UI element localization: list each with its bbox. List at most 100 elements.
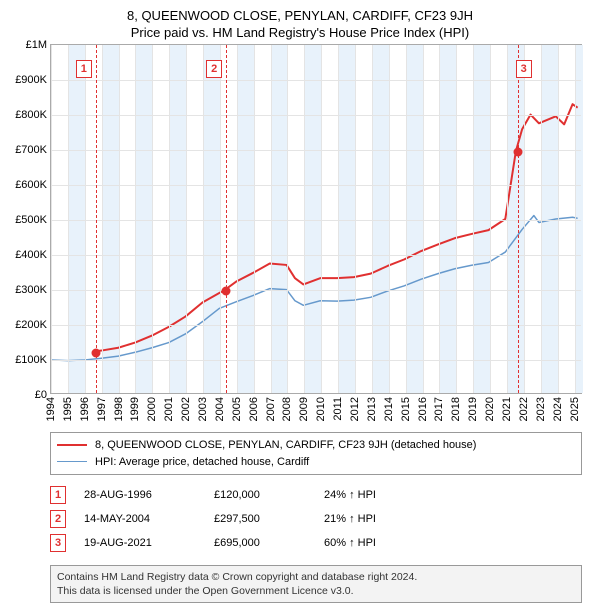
- event-row-number: 3: [50, 534, 66, 552]
- xtick-label: 2015: [400, 397, 412, 421]
- gridline-h: [51, 360, 581, 361]
- series-hpi: [51, 216, 578, 361]
- event-row-delta: 24% ↑ HPI: [324, 489, 376, 501]
- xtick-label: 2020: [484, 397, 496, 421]
- xtick-label: 2001: [163, 397, 175, 421]
- event-row-number: 2: [50, 510, 66, 528]
- chart-container: 8, QUEENWOOD CLOSE, PENYLAN, CARDIFF, CF…: [0, 0, 600, 603]
- gridline-v: [169, 45, 170, 393]
- event-row: 1 28-AUG-1996£120,00024% ↑ HPI: [50, 483, 582, 507]
- gridline-v: [271, 45, 272, 393]
- xtick-label: 1998: [113, 397, 125, 421]
- event-row-delta: 60% ↑ HPI: [324, 537, 376, 549]
- event-line: [226, 45, 227, 393]
- legend-label: HPI: Average price, detached house, Card…: [95, 454, 309, 471]
- event-row-date: 19-AUG-2021: [84, 537, 214, 549]
- footer-box: Contains HM Land Registry data © Crown c…: [50, 565, 582, 603]
- xtick-label: 2016: [417, 397, 429, 421]
- gridline-v: [254, 45, 255, 393]
- gridline-v: [321, 45, 322, 393]
- gridline-v: [220, 45, 221, 393]
- xtick-label: 2012: [349, 397, 361, 421]
- ytick-label: £1M: [26, 39, 47, 51]
- event-marker-box: 2: [206, 60, 222, 78]
- xtick-label: 2004: [214, 397, 226, 421]
- legend-swatch: [57, 461, 87, 462]
- gridline-v: [473, 45, 474, 393]
- ytick-label: £500K: [15, 214, 47, 226]
- chart-subtitle: Price paid vs. HM Land Registry's House …: [0, 23, 600, 44]
- gridline-v: [85, 45, 86, 393]
- gridline-v: [423, 45, 424, 393]
- gridline-v: [287, 45, 288, 393]
- footer-line2: This data is licensed under the Open Gov…: [57, 584, 575, 598]
- legend-label: 8, QUEENWOOD CLOSE, PENYLAN, CARDIFF, CF…: [95, 437, 476, 454]
- ytick-label: £400K: [15, 249, 47, 261]
- events-table: 1 28-AUG-1996£120,00024% ↑ HPI 2 14-MAY-200…: [50, 483, 582, 555]
- xtick-label: 2009: [298, 397, 310, 421]
- gridline-v: [575, 45, 576, 393]
- event-dot: [91, 349, 100, 358]
- event-row-date: 28-AUG-1996: [84, 489, 214, 501]
- event-row-price: £297,500: [214, 513, 324, 525]
- gridline-v: [389, 45, 390, 393]
- event-row-number: 1: [50, 486, 66, 504]
- xtick-label: 2010: [315, 397, 327, 421]
- gridline-h: [51, 150, 581, 151]
- xtick-label: 1997: [96, 397, 108, 421]
- gridline-v: [507, 45, 508, 393]
- gridline-v: [338, 45, 339, 393]
- event-line: [518, 45, 519, 393]
- gridline-h: [51, 325, 581, 326]
- legend-row: HPI: Average price, detached house, Card…: [57, 454, 575, 471]
- gridline-v: [372, 45, 373, 393]
- xtick-label: 2002: [180, 397, 192, 421]
- gridline-v: [203, 45, 204, 393]
- legend-swatch: [57, 444, 87, 446]
- gridline-v: [304, 45, 305, 393]
- ytick-label: £600K: [15, 179, 47, 191]
- gridline-v: [186, 45, 187, 393]
- xtick-label: 2007: [265, 397, 277, 421]
- xtick-label: 2021: [501, 397, 513, 421]
- event-row-date: 14-MAY-2004: [84, 513, 214, 525]
- legend-row: 8, QUEENWOOD CLOSE, PENYLAN, CARDIFF, CF…: [57, 437, 575, 454]
- event-dot: [513, 147, 522, 156]
- ytick-label: £200K: [15, 319, 47, 331]
- event-row-delta: 21% ↑ HPI: [324, 513, 376, 525]
- gridline-h: [51, 255, 581, 256]
- ytick-label: £100K: [15, 354, 47, 366]
- event-row: 319-AUG-2021£695,00060% ↑ HPI: [50, 531, 582, 555]
- plot-area: £0£100K£200K£300K£400K£500K£600K£700K£80…: [50, 44, 582, 394]
- gridline-v: [237, 45, 238, 393]
- gridline-h: [51, 220, 581, 221]
- footer-line1: Contains HM Land Registry data © Crown c…: [57, 570, 575, 584]
- xtick-label: 2008: [281, 397, 293, 421]
- xtick-label: 2011: [332, 397, 344, 421]
- xtick-label: 2005: [231, 397, 243, 421]
- gridline-v: [51, 45, 52, 393]
- xtick-label: 1994: [45, 397, 57, 421]
- ytick-label: £700K: [15, 144, 47, 156]
- gridline-v: [152, 45, 153, 393]
- gridline-h: [51, 115, 581, 116]
- event-row: 2 14-MAY-2004£297,50021% ↑ HPI: [50, 507, 582, 531]
- gridline-h: [51, 80, 581, 81]
- xtick-label: 2017: [433, 397, 445, 421]
- xtick-label: 2013: [366, 397, 378, 421]
- xtick-label: 2022: [518, 397, 530, 421]
- gridline-v: [558, 45, 559, 393]
- xtick-label: 2023: [535, 397, 547, 421]
- gridline-v: [68, 45, 69, 393]
- event-row-price: £120,000: [214, 489, 324, 501]
- xtick-label: 2003: [197, 397, 209, 421]
- gridline-v: [541, 45, 542, 393]
- xtick-label: 2025: [569, 397, 581, 421]
- event-marker-box: 3: [516, 60, 532, 78]
- chart-title: 8, QUEENWOOD CLOSE, PENYLAN, CARDIFF, CF…: [0, 0, 600, 23]
- xtick-label: 1995: [62, 397, 74, 421]
- xtick-label: 2024: [552, 397, 564, 421]
- xtick-label: 2000: [146, 397, 158, 421]
- legend: 8, QUEENWOOD CLOSE, PENYLAN, CARDIFF, CF…: [50, 432, 582, 475]
- event-line: [96, 45, 97, 393]
